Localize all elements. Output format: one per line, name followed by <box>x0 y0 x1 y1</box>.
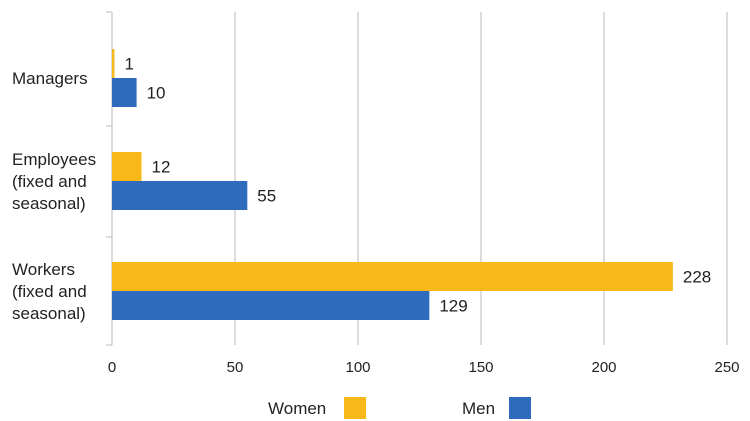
legend-label-women: Women <box>268 399 326 418</box>
x-tick-label: 250 <box>714 359 739 376</box>
bar-value-label: 1 <box>124 55 133 74</box>
bar-value-label: 12 <box>152 158 171 177</box>
legend-swatch-men <box>509 397 531 419</box>
legend-label-men: Men <box>462 399 495 418</box>
bar-value-label: 10 <box>147 84 166 103</box>
bar-women <box>112 49 114 78</box>
bar-value-label: 55 <box>257 187 276 206</box>
x-tick-label: 50 <box>227 359 244 376</box>
bar-value-label: 228 <box>683 268 711 287</box>
x-tick-label: 200 <box>591 359 616 376</box>
category-label: Managers <box>12 69 88 88</box>
category-label: Employees (fixed and seasonal) <box>12 150 96 213</box>
bar-women <box>112 262 673 291</box>
bar-men <box>112 78 137 107</box>
legend-swatch-women <box>344 397 366 419</box>
x-tick-label: 0 <box>108 359 116 376</box>
bar-women <box>112 152 142 181</box>
bar-men <box>112 181 247 210</box>
bar-men <box>112 291 429 320</box>
x-tick-label: 150 <box>468 359 493 376</box>
x-tick-label: 100 <box>345 359 370 376</box>
category-label: Workers (fixed and seasonal) <box>12 260 87 323</box>
bar-value-label: 129 <box>439 297 467 316</box>
